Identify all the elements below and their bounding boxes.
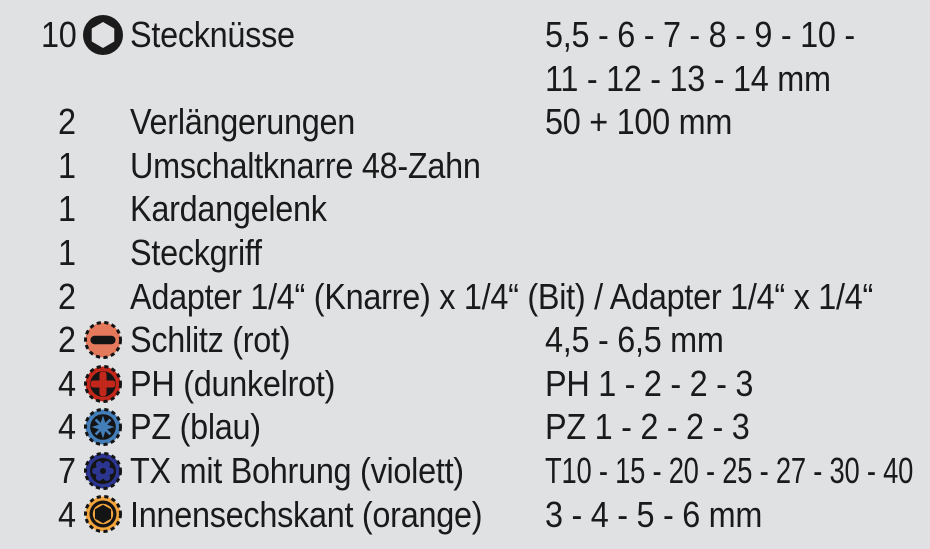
- quantity: 10: [40, 14, 76, 55]
- socket-hex-icon: [81, 13, 125, 57]
- hex-socket-bit-icon: [83, 494, 123, 534]
- item-size-values: 4,5 - 6,5 mm: [545, 319, 724, 361]
- item-label: Stecknüsse: [130, 14, 295, 55]
- item-label: Adapter 1/4“ (Knarre) x 1/4“ (Bit) / Ada…: [130, 275, 874, 317]
- quantity: 1: [58, 144, 76, 186]
- quantity: 1: [58, 188, 76, 230]
- table-row: 2 Verlängerungen 50 + 100 mm: [0, 100, 930, 144]
- quantity: 2: [58, 101, 76, 143]
- quantity: 4: [58, 493, 76, 535]
- quantity: 4: [58, 406, 76, 448]
- table-row: 2 Schlitz (rot) 4,5 - 6,5 mm: [0, 318, 930, 362]
- quantity: 4: [58, 362, 76, 404]
- table-row: 4 Innensechskant (orange) 3 - 4 - 5 - 6 …: [0, 493, 930, 537]
- quantity: 2: [58, 319, 76, 361]
- table-row: 4 PH (dunkelrot) PH 1 - 2 - 2 - 3: [0, 362, 930, 406]
- item-label: PZ (blau): [130, 406, 261, 448]
- item-size-values: PH 1 - 2 - 2 - 3: [545, 362, 754, 404]
- phillips-bit-icon: [83, 364, 123, 404]
- table-row: 10 Stecknüsse 5,5 - 6 - 7 - 8 - 9 - 10 -…: [0, 13, 930, 100]
- pozidriv-bit-icon: [83, 407, 123, 447]
- item-size-values: T10 - 15 - 20 - 25 - 27 - 30 - 40: [545, 449, 914, 491]
- item-label: Umschaltknarre 48-Zahn: [130, 144, 481, 186]
- item-label: Steckgriff: [130, 231, 262, 273]
- torx-bit-icon: [83, 451, 123, 491]
- quantity: 1: [58, 231, 76, 273]
- item-size-values: 11 - 12 - 13 - 14 mm: [545, 57, 831, 99]
- table-row: 4 PZ (blau) PZ 1 - 2 - 2 - 3: [0, 405, 930, 449]
- quantity: 7: [58, 449, 76, 491]
- item-label: PH (dunkelrot): [130, 362, 336, 404]
- table-row: 2 Adapter 1/4“ (Knarre) x 1/4“ (Bit) / A…: [0, 275, 930, 319]
- slot-bit-icon: [83, 320, 123, 360]
- item-label: Innensechskant (orange): [130, 493, 483, 535]
- table-row: 1 Steckgriff: [0, 231, 930, 275]
- item-size-values: 5,5 - 6 - 7 - 8 - 9 - 10 -: [545, 14, 855, 55]
- item-label: Schlitz (rot): [130, 319, 291, 361]
- item-size-values: 3 - 4 - 5 - 6 mm: [545, 493, 763, 535]
- tool-set-contents-table: 10 Stecknüsse 5,5 - 6 - 7 - 8 - 9 - 10 -…: [0, 13, 930, 537]
- item-label: Kardangelenk: [130, 188, 327, 230]
- table-row: 7 TX mit: [0, 449, 930, 493]
- item-label: TX mit Bohrung (violett): [130, 449, 464, 491]
- item-size-values: 50 + 100 mm: [545, 101, 733, 143]
- item-label: Verlängerungen: [130, 101, 356, 143]
- item-size-values: PZ 1 - 2 - 2 - 3: [545, 406, 750, 448]
- quantity: 2: [58, 275, 76, 317]
- table-row: 1 Kardangelenk: [0, 187, 930, 231]
- table-row: 1 Umschaltknarre 48-Zahn: [0, 144, 930, 188]
